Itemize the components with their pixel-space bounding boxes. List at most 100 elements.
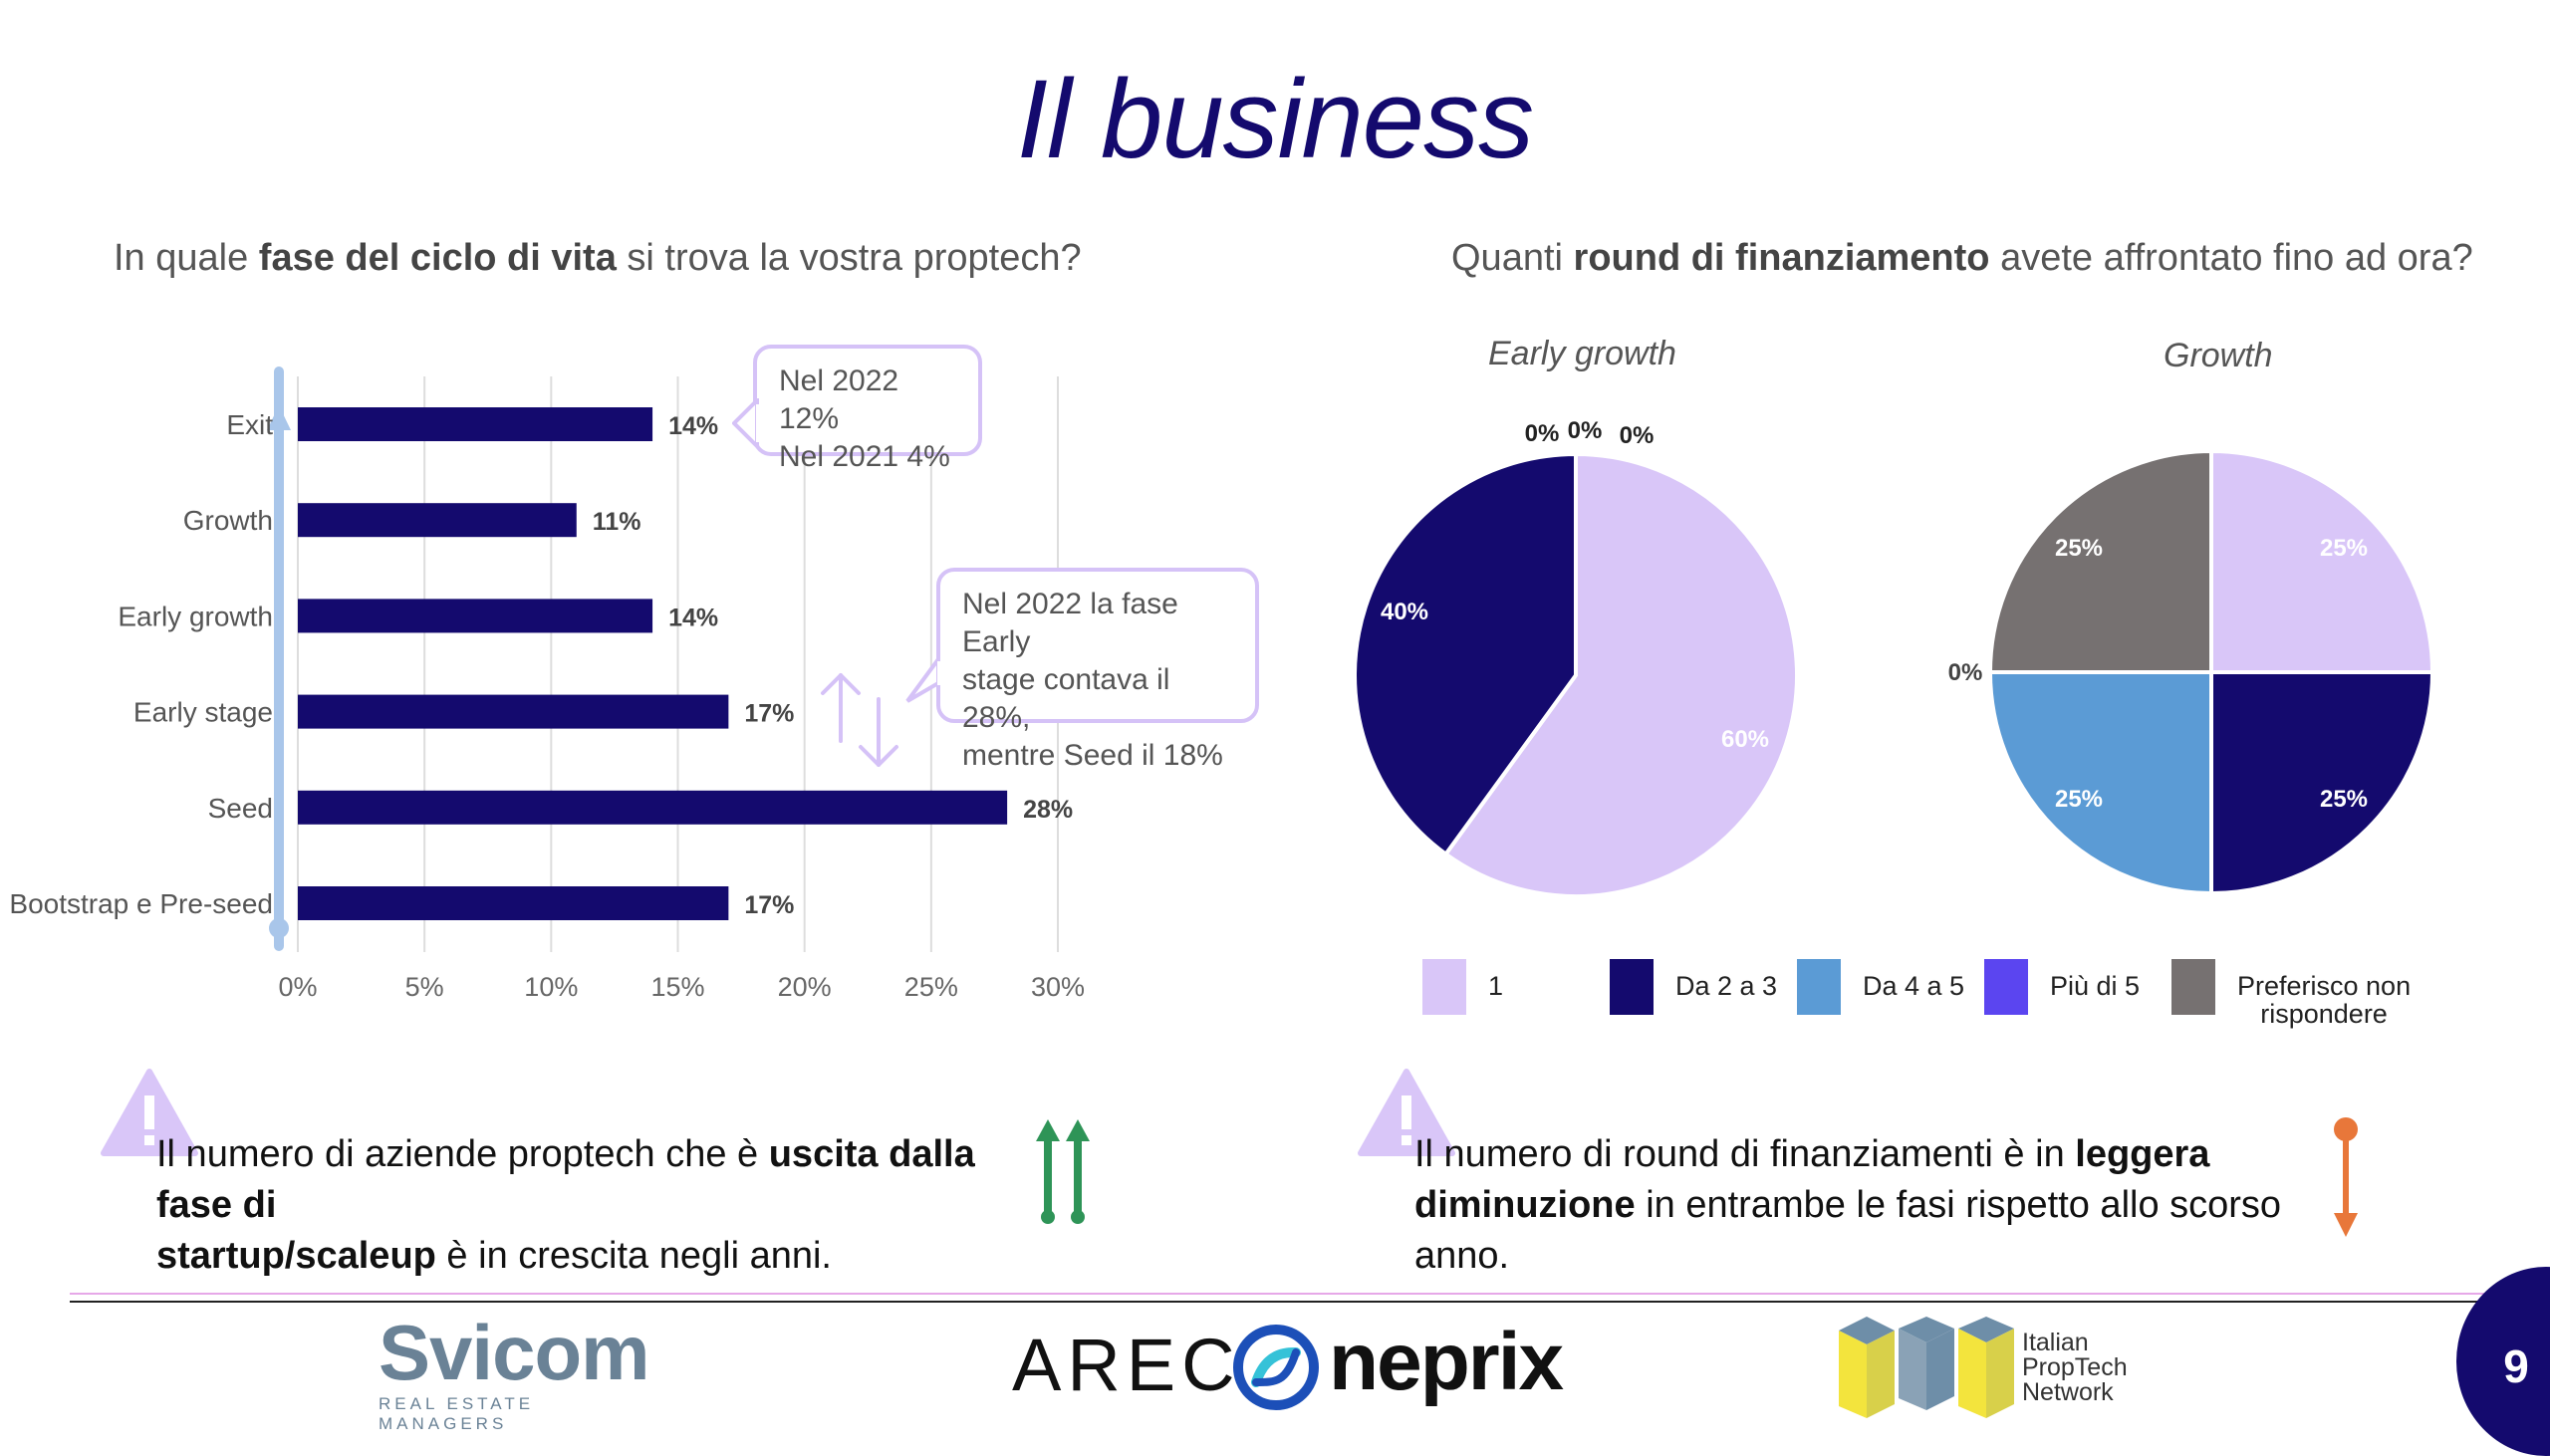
pie-data-label-piu-di-5: 0% [1568,417,1603,444]
legend-swatch-da-4-a-5 [1797,959,1841,1015]
pie-data-label-1: 60% [1721,726,1769,753]
ipn-logo-mark [1839,1317,2014,1418]
svicom-logo-text: Svicom [379,1309,649,1396]
down-arrow-icon [2334,1117,2358,1237]
legend-label-da-2-a-3: Da 2 a 3 [1675,971,1778,1001]
pie-slice-1 [2209,449,2434,674]
left-question-bold: fase del ciclo di vita [258,237,617,279]
early-growth-pie-chart: 60% 40% 0% 0% 0% [1353,417,1799,898]
pie-data-label-da-4-a-5: 0% [1525,420,1560,447]
legend-label-1: 1 [1488,971,1504,1001]
pie-slice-da-4-a-5 [1988,670,2213,895]
pie-data-label-preferisco-non-rispondere: 25% [2055,535,2103,562]
right-question-bold: round di finanziamento [1573,237,1990,279]
legend-swatch-1 [1422,959,1466,1015]
category-label: Early stage [133,697,273,728]
warning-triangle-icon [101,1069,198,1156]
bar-early-stage [298,694,729,729]
data-label: 28% [1023,796,1073,824]
legend-swatch-da-2-a-3 [1610,959,1654,1015]
right-insight-post: in entrambe le fasi rispetto allo scorso… [1414,1184,2282,1277]
callout-seed-line-3: mentre Seed il 18% [962,739,1223,772]
left-insight-bold-1: uscita dalla fase di [156,1133,975,1226]
callout-exit: Nel 2022 12% Nel 2021 4% [753,345,982,473]
left-insight-text: Il numero di aziende proptech che è usci… [156,1129,1053,1282]
category-label: Early growth [118,601,273,631]
legend-item-piu-di-5: Più di 5 [1984,959,2140,1015]
x-tick-label: 15% [650,972,704,1002]
x-tick-label: 25% [904,972,958,1002]
data-label: 14% [668,412,718,440]
swap-arrows-icon [821,673,898,767]
callout-exit-line-2: Nel 2021 4% [779,440,950,473]
callout-seed-line-1: Nel 2022 la fase Early [962,588,1178,658]
left-insight-post: è in crescita negli anni. [435,1235,832,1277]
ipn-logo-text: Italian PropTech Network [2022,1331,2128,1405]
left-insight-bold-2: startup/scaleup [156,1235,436,1277]
footer-divider-pink [70,1293,2500,1295]
pie-slice-da-2-a-3 [2209,670,2434,895]
lifecycle-bar-chart: Exit 14% Growth 11% Early growth 14% Early sta… [9,366,1085,1002]
callout-seed: Nel 2022 la fase Early stage contava il … [936,568,1259,772]
left-question: In quale fase del ciclo di vita si trova… [114,237,1082,280]
right-insight-pre: Il numero di round di finanziamenti è in [1414,1133,2076,1175]
legend-label-da-4-a-5: Da 4 a 5 [1863,971,1965,1001]
bar-bootstrap-e-pre-seed [298,886,729,920]
ipn-logo-line-2: PropTech [2022,1353,2128,1381]
data-label: 17% [744,700,794,728]
left-question-pre: In quale [114,237,259,279]
legend-item-preferisco: Preferisco non rispondere [2171,959,2411,1028]
bar-growth [298,503,577,538]
footer-divider [70,1301,2500,1303]
right-insight-bold-2: diminuzione [1414,1184,1636,1226]
svicom-logo: Svicom REAL ESTATE MANAGERS [379,1313,657,1434]
page-number: 9 [2503,1340,2529,1392]
pie-data-label-piu-di-5: 0% [1948,659,1983,686]
data-label: 11% [593,508,641,536]
legend-swatch-preferisco [2171,959,2215,1015]
pie-title-early-growth: Early growth [1488,335,1676,372]
growth-pie-chart: 25% 25% 25% 0% 25% [1948,449,2434,895]
category-label: Growth [183,505,273,536]
pie-data-label-da-2-a-3: 25% [2320,786,2368,813]
right-insight-text: Il numero di round di finanziamenti è in… [1414,1129,2331,1282]
warning-triangle-icon [1358,1069,1455,1156]
growth-axis-arrow-head [267,405,291,430]
slide-title: Il business [1016,57,1534,181]
ipn-logo-line-3: Network [2022,1378,2114,1406]
bar-seed [298,790,1008,825]
pie-data-label-da-4-a-5: 25% [2055,786,2103,813]
right-question-post: avete affrontato fino ad ora? [1989,237,2473,279]
neprix-logo: neprix [1329,1317,1564,1407]
svicom-logo-subtitle: REAL ESTATE MANAGERS [379,1394,535,1433]
legend-item-da-2-a-3: Da 2 a 3 [1610,959,1777,1015]
right-question-pre: Quanti [1451,237,1574,279]
legend-label-piu-di-5: Più di 5 [2050,971,2141,1001]
arec-logo: AREC [1012,1324,1241,1406]
callout-exit-line-1: Nel 2022 12% [779,364,899,435]
category-label: Seed [208,793,273,824]
pie-slice-da-2-a-3 [1353,452,1578,856]
category-label: Bootstrap e Pre-seed [9,888,273,919]
growth-axis-arrow-dot [269,918,289,938]
neprix-logo-mark [1233,1325,1319,1410]
left-insight-pre: Il numero di aziende proptech che è [156,1133,769,1175]
legend-swatch-piu-di-5 [1984,959,2028,1015]
x-tick-label: 30% [1031,972,1085,1002]
x-tick-label: 0% [278,972,317,1002]
category-label: Exit [226,409,273,440]
legend-label-preferisco-line-1: Preferisco non [2237,971,2412,1001]
legend-item-1: 1 [1422,959,1503,1015]
callout-exit-pointer [732,398,762,448]
legend-label-preferisco: Preferisco non rispondere [2237,972,2411,1028]
bar-exit [298,407,653,441]
ipn-logo-line-1: Italian [2022,1329,2089,1356]
pie-slice-preferisco-non-rispondere [1988,449,2213,674]
x-tick-label: 10% [524,972,578,1002]
right-insight-bold-1: leggera [2075,1133,2210,1175]
pie-data-label-da-2-a-3: 40% [1381,599,1428,625]
right-question: Quanti round di finanziamento avete affr… [1451,237,2473,280]
double-up-arrow-icon [1036,1119,1090,1224]
pie-title-growth: Growth [2164,337,2273,374]
data-label: 14% [668,604,718,631]
